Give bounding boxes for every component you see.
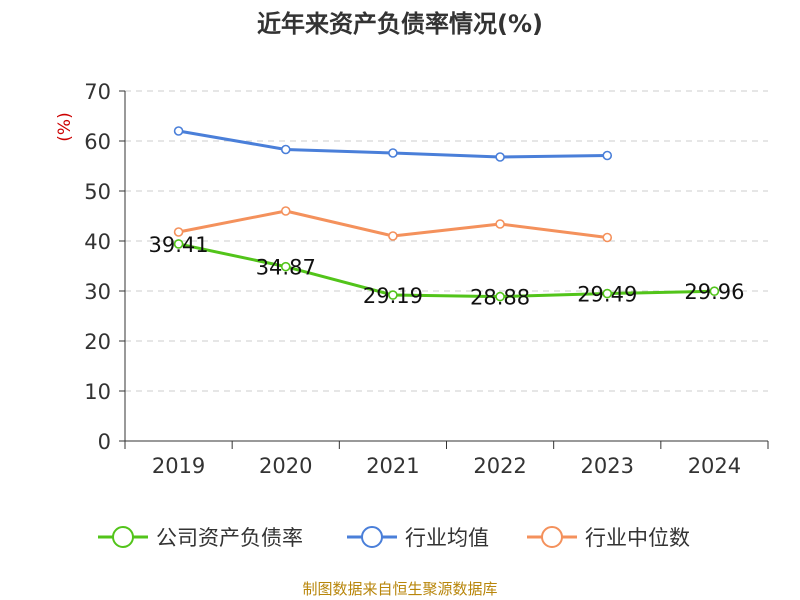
line-chart: 0 10 20 30 40 50 60 70 2019 2020 2021 2022 2023 2024 (… bbox=[55, 80, 769, 550]
legend-swatch-marker bbox=[361, 526, 383, 548]
y-tick-label: 70 bbox=[84, 80, 111, 104]
data-point bbox=[602, 150, 613, 161]
legend-swatch-marker bbox=[112, 526, 134, 548]
data-point bbox=[280, 144, 291, 155]
x-tick-label: 2022 bbox=[473, 454, 526, 478]
legend-swatch-marker bbox=[541, 526, 563, 548]
x-tick-label: 2020 bbox=[259, 454, 312, 478]
y-tick-label: 50 bbox=[84, 180, 111, 204]
y-tick-label: 20 bbox=[84, 330, 111, 354]
data-point bbox=[602, 288, 613, 299]
data-label: 28.88 bbox=[470, 286, 530, 310]
y-tick-label: 40 bbox=[84, 230, 111, 254]
data-label: 39.41 bbox=[149, 233, 209, 257]
data-label: 34.87 bbox=[256, 256, 316, 280]
y-tick-label: 60 bbox=[84, 130, 111, 154]
data-point bbox=[388, 231, 398, 241]
data-label: 29.96 bbox=[684, 280, 744, 304]
data-point bbox=[173, 239, 184, 249]
legend-label: 行业均值 bbox=[405, 526, 489, 550]
data-label: 29.19 bbox=[363, 284, 423, 308]
data-point bbox=[495, 152, 505, 162]
data-point bbox=[280, 206, 291, 216]
x-tick-label: 2023 bbox=[581, 454, 634, 478]
x-tick-label: 2021 bbox=[366, 454, 419, 478]
x-tick-label: 2024 bbox=[688, 454, 741, 478]
legend-label: 行业中位数 bbox=[585, 526, 690, 550]
x-tick-label: 2019 bbox=[152, 454, 205, 478]
y-tick-label: 0 bbox=[98, 430, 111, 454]
data-point bbox=[173, 227, 184, 237]
data-point bbox=[388, 290, 398, 300]
series-line-0 bbox=[178, 242, 715, 299]
chart-title: 近年来资产负债率情况(%) bbox=[257, 10, 543, 38]
data-point bbox=[709, 286, 720, 297]
y-tick-label: 10 bbox=[84, 380, 111, 404]
data-point bbox=[495, 219, 505, 229]
legend-label: 公司资产负债率 bbox=[156, 526, 303, 550]
data-point bbox=[280, 261, 291, 272]
data-source-footer: 制图数据来自恒生聚源数据库 bbox=[302, 580, 498, 598]
y-axis-label: (%) bbox=[55, 112, 75, 141]
data-point bbox=[602, 232, 613, 243]
data-point bbox=[495, 291, 505, 302]
data-label: 29.49 bbox=[577, 283, 637, 307]
data-point bbox=[173, 126, 184, 136]
y-tick-label: 30 bbox=[84, 280, 111, 304]
data-point bbox=[388, 148, 398, 158]
